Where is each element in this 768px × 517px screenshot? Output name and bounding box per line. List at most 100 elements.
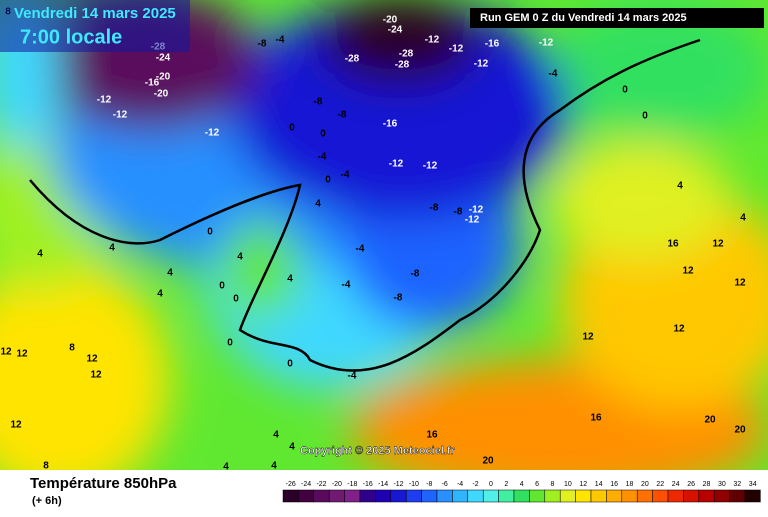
map-label: 20 [482, 456, 494, 467]
map-label: 12 [0, 347, 12, 358]
map-label: 12 [10, 420, 22, 431]
colorbar-tick-label: 34 [749, 481, 757, 488]
date-label: Vendredi 14 mars 2025 [14, 5, 176, 22]
colorbar-tick-label: -12 [393, 481, 403, 488]
colorbar-tick-label: -22 [316, 481, 326, 488]
map-label: 20 [734, 425, 746, 436]
footer-title: Température 850hPa [30, 475, 177, 492]
map-label: -4 [348, 371, 357, 382]
colorbar-tick-label: -14 [378, 481, 388, 488]
map-label: 4 [740, 213, 746, 224]
map-label: -8 [338, 110, 347, 121]
colorbar-tick-label: 22 [656, 481, 664, 488]
colorbar-tick-label: 18 [626, 481, 634, 488]
map-label: 12 [712, 239, 724, 250]
colorbar: -26 -24 -22 -20 -18 -16 -14 -12 -10 -8 -6 -4 -2 0 2 4 6 8… [282, 481, 761, 503]
colorbar-swatch [590, 489, 607, 503]
colorbar-swatch [652, 489, 669, 503]
map-label: 12 [734, 278, 746, 289]
map-label: -20 [154, 89, 169, 100]
colorbar-swatch [683, 489, 700, 503]
colorbar-swatch [375, 489, 392, 503]
colorbar-swatch [667, 489, 684, 503]
colorbar-swatch [313, 489, 330, 503]
map-label: -8 [394, 293, 403, 304]
temperature-field [0, 0, 768, 500]
header-box [0, 0, 190, 52]
colorbar-swatch [344, 489, 361, 503]
colorbar-swatch [298, 489, 315, 503]
colorbar-tick-label: -2 [472, 481, 478, 488]
map-label: -4 [318, 152, 327, 163]
colorbar-tick-label: 6 [535, 481, 539, 488]
map-label: 20 [704, 415, 716, 426]
map-label: -28 [395, 60, 410, 71]
colorbar-tick-label: -20 [332, 481, 342, 488]
colorbar-tick-label: 28 [703, 481, 711, 488]
colorbar-swatch [544, 489, 561, 503]
map-label: 12 [90, 370, 102, 381]
map-label: -8 [411, 269, 420, 280]
map-label: 4 [223, 462, 229, 473]
colorbar-swatch [405, 489, 422, 503]
map-label: 0 [287, 359, 293, 370]
map-label: -8 [454, 207, 463, 218]
map-label: -16 [383, 119, 398, 130]
colorbar-swatch [744, 489, 761, 503]
colorbar-swatch [328, 489, 345, 503]
run-box [470, 8, 764, 28]
map-label: 4 [273, 430, 279, 441]
map-label: 16 [590, 413, 602, 424]
map-label: -12 [474, 59, 489, 70]
colorbar-swatch [621, 489, 638, 503]
map-label: -28 [399, 49, 414, 60]
map-label: -8 [314, 97, 323, 108]
map-label: 0 [642, 111, 648, 122]
map-label: -4 [549, 69, 558, 80]
colorbar-swatch [467, 489, 484, 503]
colorbar-swatch [390, 489, 407, 503]
map-label: 12 [582, 332, 594, 343]
map-label: -28 [345, 54, 360, 65]
time-label: 7:00 locale [20, 26, 122, 48]
map-label: 4 [109, 243, 115, 254]
copyright: Copyright © 2025 Meteociel.fr [300, 445, 456, 457]
map-label: 16 [667, 239, 679, 250]
map-label: -4 [342, 280, 351, 291]
colorbar-tick-label: -26 [286, 481, 296, 488]
map-label: 4 [289, 442, 295, 453]
map-label: -12 [389, 159, 404, 170]
map-label: 4 [167, 268, 173, 279]
colorbar-swatch [421, 489, 438, 503]
colorbar-swatch [636, 489, 653, 503]
colorbar-tick-label: -24 [301, 481, 311, 488]
colorbar-tick-label: 0 [489, 481, 493, 488]
colorbar-swatch [498, 489, 515, 503]
map-label: -16 [485, 39, 500, 50]
map-label: 4 [37, 249, 43, 260]
map-label: 16 [426, 430, 438, 441]
zero-contour [29, 38, 701, 372]
map-label: -20 [383, 15, 398, 26]
map-label: -24 [388, 25, 403, 36]
colorbar-tick-label: 8 [551, 481, 555, 488]
colorbar-tick-label: -18 [347, 481, 357, 488]
colorbar-swatch [729, 489, 746, 503]
colorbar-tick-label: -4 [457, 481, 463, 488]
colorbar-tick-label: -16 [363, 481, 373, 488]
map-label: 8 [43, 461, 49, 472]
map-label: -8 [430, 203, 439, 214]
map-label: 4 [237, 252, 243, 263]
map-label: -16 [145, 78, 160, 89]
map-label: 12 [673, 324, 685, 335]
colorbar-swatch [606, 489, 623, 503]
colorbar-tick-label: 32 [733, 481, 741, 488]
colorbar-swatch [359, 489, 376, 503]
colorbar-tick-label: -8 [426, 481, 432, 488]
colorbar-tick-label: 12 [579, 481, 587, 488]
map-label: 0 [233, 294, 239, 305]
map-label: -12 [539, 38, 554, 49]
colorbar-swatch [575, 489, 592, 503]
colorbar-swatch [698, 489, 715, 503]
map-label: 4 [315, 199, 321, 210]
